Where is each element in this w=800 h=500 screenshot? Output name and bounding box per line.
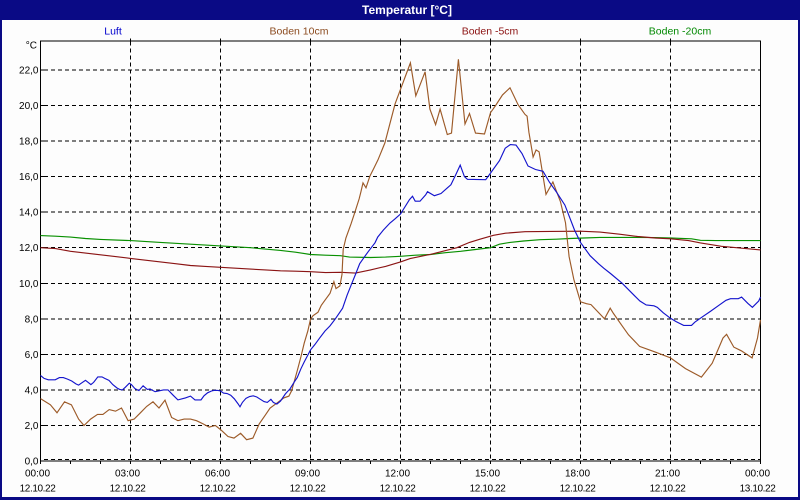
svg-text:16,0: 16,0 xyxy=(19,172,39,183)
svg-text:°C: °C xyxy=(26,41,37,52)
svg-text:00:00: 00:00 xyxy=(745,469,770,480)
svg-text:13.10.22: 13.10.22 xyxy=(740,484,777,495)
svg-text:18,0: 18,0 xyxy=(19,137,39,148)
svg-text:8,0: 8,0 xyxy=(25,314,39,325)
svg-text:Luft: Luft xyxy=(104,26,122,38)
svg-text:12,0: 12,0 xyxy=(19,243,39,254)
svg-text:12:00: 12:00 xyxy=(385,469,410,480)
svg-text:22,0: 22,0 xyxy=(19,66,39,77)
svg-text:12.10.22: 12.10.22 xyxy=(560,484,597,495)
svg-text:00:00: 00:00 xyxy=(25,469,50,480)
svg-text:12.10.22: 12.10.22 xyxy=(290,484,327,495)
svg-text:20,0: 20,0 xyxy=(19,101,39,112)
svg-text:06:00: 06:00 xyxy=(205,469,230,480)
svg-text:12.10.22: 12.10.22 xyxy=(110,484,147,495)
svg-text:10,0: 10,0 xyxy=(19,279,39,290)
svg-text:0,0: 0,0 xyxy=(25,457,39,468)
svg-text:Boden -5cm: Boden -5cm xyxy=(462,26,519,38)
svg-text:12.10.22: 12.10.22 xyxy=(470,484,507,495)
svg-text:21:00: 21:00 xyxy=(655,469,680,480)
svg-text:4,0: 4,0 xyxy=(25,385,39,396)
svg-text:12.10.22: 12.10.22 xyxy=(200,484,237,495)
svg-text:6,0: 6,0 xyxy=(25,350,39,361)
svg-text:Boden 10cm: Boden 10cm xyxy=(270,26,329,38)
svg-text:12.10.22: 12.10.22 xyxy=(20,484,57,495)
svg-text:Temperatur [°C]: Temperatur [°C] xyxy=(362,3,452,17)
svg-text:03:00: 03:00 xyxy=(115,469,140,480)
svg-text:12.10.22: 12.10.22 xyxy=(380,484,417,495)
svg-text:Boden -20cm: Boden -20cm xyxy=(649,26,712,38)
svg-text:12.10.22: 12.10.22 xyxy=(650,484,687,495)
svg-text:2,0: 2,0 xyxy=(25,421,39,432)
svg-text:14,0: 14,0 xyxy=(19,208,39,219)
svg-text:09:00: 09:00 xyxy=(295,469,320,480)
svg-text:18:00: 18:00 xyxy=(565,469,590,480)
svg-text:15:00: 15:00 xyxy=(475,469,500,480)
